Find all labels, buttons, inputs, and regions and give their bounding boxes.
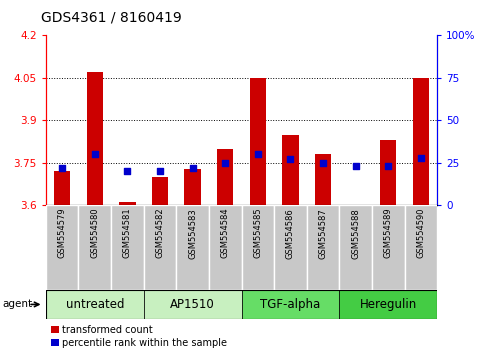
Bar [242,205,274,290]
Text: GSM554590: GSM554590 [416,208,426,258]
Text: GSM554588: GSM554588 [351,208,360,259]
Text: Heregulin: Heregulin [359,298,417,311]
Text: GSM554580: GSM554580 [90,208,99,258]
Text: agent: agent [2,299,32,309]
Point [91,152,99,157]
Bar [250,78,266,205]
Text: GSM554583: GSM554583 [188,208,197,259]
Bar [185,169,201,205]
Text: GSM554585: GSM554585 [253,208,262,258]
Bar [242,290,339,319]
Bar [152,177,168,205]
Bar [86,72,103,205]
Bar [412,78,429,205]
Bar [46,290,144,319]
Point [189,165,197,171]
Text: TGF-alpha: TGF-alpha [260,298,321,311]
Bar [282,135,298,205]
Bar [339,290,437,319]
Text: GSM554579: GSM554579 [57,208,67,258]
Bar [144,205,176,290]
Point [286,156,294,162]
Bar [119,202,136,205]
Bar [380,140,397,205]
Point [352,164,359,169]
Bar [372,205,405,290]
Legend: transformed count, percentile rank within the sample: transformed count, percentile rank withi… [51,325,227,348]
Bar [405,205,437,290]
Text: GSM554587: GSM554587 [318,208,327,259]
Text: GDS4361 / 8160419: GDS4361 / 8160419 [41,11,182,25]
Text: GSM554586: GSM554586 [286,208,295,259]
Bar [111,205,144,290]
Text: GSM554589: GSM554589 [384,208,393,258]
Text: GSM554581: GSM554581 [123,208,132,258]
Point [417,155,425,161]
Point [384,164,392,169]
Point [156,169,164,174]
Bar [339,205,372,290]
Bar [315,154,331,205]
Point [124,169,131,174]
Bar [46,205,79,290]
Text: GSM554584: GSM554584 [221,208,230,258]
Point [254,152,262,157]
Point [221,160,229,166]
Text: GSM554582: GSM554582 [156,208,165,258]
Bar [274,205,307,290]
Point [319,160,327,166]
Bar [217,149,233,205]
Text: untreated: untreated [66,298,124,311]
Bar [78,205,111,290]
Bar [144,290,242,319]
Bar [176,205,209,290]
Bar [209,205,242,290]
Bar [54,171,71,205]
Point [58,165,66,171]
Text: AP1510: AP1510 [170,298,215,311]
Bar [307,205,339,290]
